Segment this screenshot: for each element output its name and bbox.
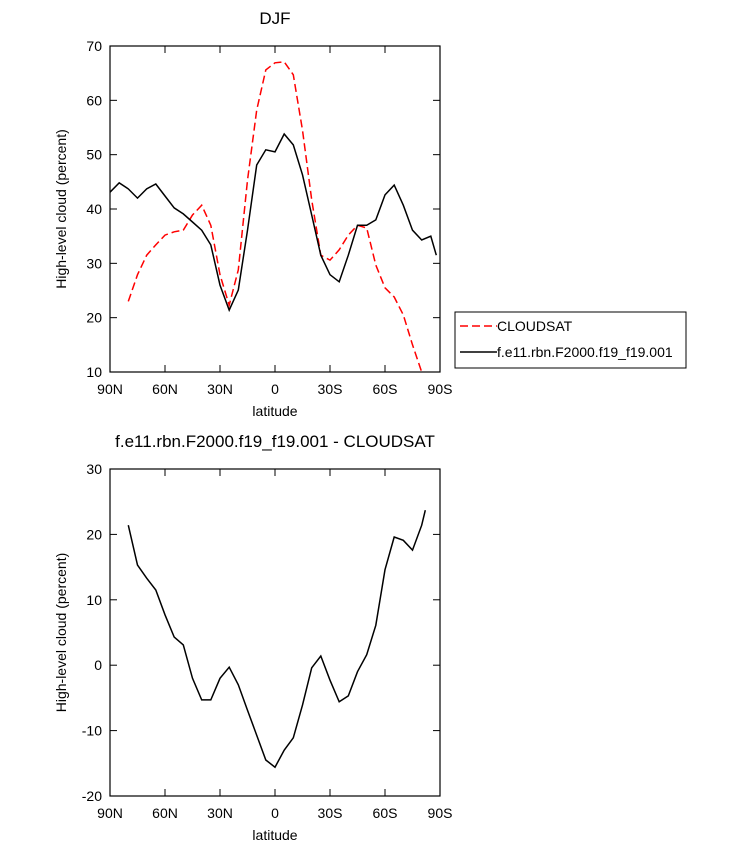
y-tick-label: 60 (86, 92, 102, 108)
x-tick-label: 90S (428, 381, 453, 397)
x-tick-label: 0 (271, 805, 279, 821)
x-tick-label: 0 (271, 381, 279, 397)
y-tick-label: 10 (86, 364, 102, 380)
x-tick-label: 30N (207, 381, 233, 397)
y-tick-label: -10 (82, 723, 102, 739)
data-line (109, 132, 438, 313)
y-axis-label: High-level cloud (percent) (53, 129, 69, 289)
plot-frame (109, 45, 441, 373)
y-tick-label: 50 (86, 147, 102, 163)
y-tick-label: 70 (86, 38, 102, 54)
y-tick-label: 30 (86, 255, 102, 271)
data-line (127, 510, 427, 769)
x-tick-label: 90S (428, 805, 453, 821)
data-line (127, 61, 423, 373)
plot-frame (109, 468, 441, 797)
x-axis-label: latitude (252, 403, 297, 419)
x-tick-label: 30N (207, 805, 233, 821)
y-tick-label: 30 (86, 461, 102, 477)
x-tick-label: 90N (97, 381, 123, 397)
chart-title: DJF (259, 9, 290, 28)
x-tick-label: 30S (318, 381, 343, 397)
x-tick-label: 60N (152, 381, 178, 397)
x-tick-label: 90N (97, 805, 123, 821)
y-tick-label: 20 (86, 526, 102, 542)
x-tick-label: 60S (373, 805, 398, 821)
y-tick-label: 20 (86, 310, 102, 326)
y-tick-label: 40 (86, 201, 102, 217)
x-tick-label: 60S (373, 381, 398, 397)
chart-title: f.e11.rbn.F2000.f19_f19.001 - CLOUDSAT (115, 432, 435, 451)
legend-box (454, 311, 687, 369)
y-axis-label: High-level cloud (percent) (53, 553, 69, 713)
legend-label: CLOUDSAT (497, 318, 573, 334)
x-tick-label: 30S (318, 805, 343, 821)
x-tick-label: 60N (152, 805, 178, 821)
legend-label: f.e11.rbn.F2000.f19_f19.001 (497, 344, 673, 360)
y-tick-label: 0 (94, 657, 102, 673)
x-axis-label: latitude (252, 827, 297, 843)
y-tick-label: -20 (82, 788, 102, 804)
y-tick-label: 10 (86, 592, 102, 608)
